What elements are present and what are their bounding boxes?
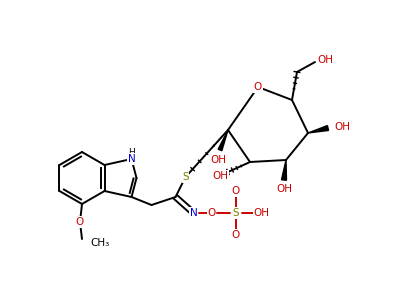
Text: O: O bbox=[231, 186, 240, 196]
Text: OH: OH bbox=[210, 155, 226, 165]
Text: S: S bbox=[232, 208, 239, 218]
Text: OH: OH bbox=[334, 122, 350, 132]
Text: CH₃: CH₃ bbox=[90, 238, 109, 248]
Text: N: N bbox=[128, 154, 135, 164]
Text: OH: OH bbox=[212, 171, 228, 181]
Text: H: H bbox=[128, 148, 135, 157]
Text: S: S bbox=[182, 172, 189, 182]
Text: O: O bbox=[76, 217, 84, 227]
Text: N: N bbox=[190, 208, 197, 218]
Polygon shape bbox=[218, 130, 228, 151]
Text: OH: OH bbox=[254, 208, 270, 218]
Text: O: O bbox=[207, 208, 216, 218]
Polygon shape bbox=[282, 160, 286, 180]
Polygon shape bbox=[308, 126, 329, 133]
Text: OH: OH bbox=[317, 55, 333, 65]
Text: O: O bbox=[254, 82, 262, 92]
Text: O: O bbox=[231, 230, 240, 240]
Text: OH: OH bbox=[276, 184, 292, 194]
